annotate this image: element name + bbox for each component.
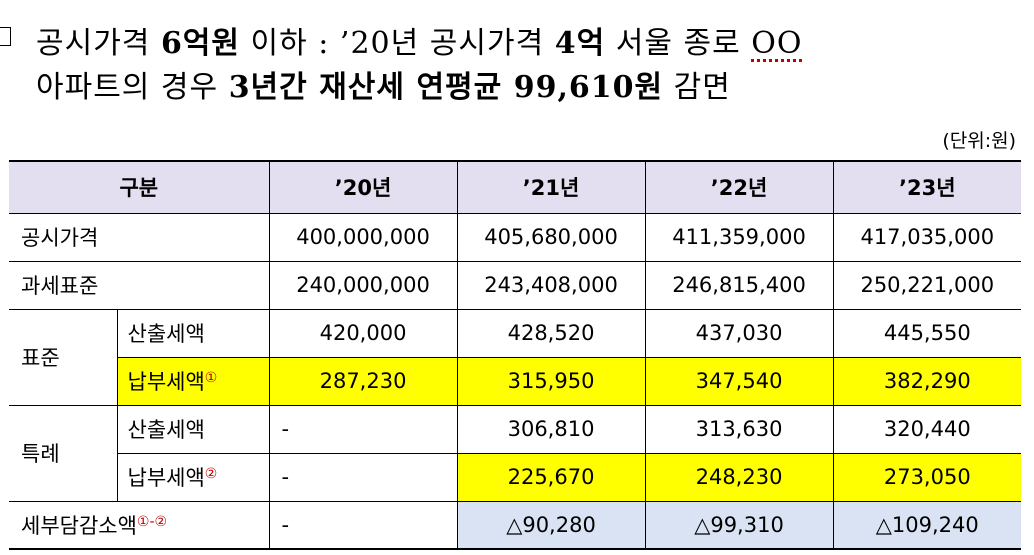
table-cell: 420,000 [268,308,458,358]
table-cell: △90,280 [456,500,646,550]
table-row: 납부세액① 287,230 315,950 347,540 382,290 [9,356,1022,406]
table-cell: 428,520 [456,308,646,358]
table-cell: 313,630 [644,404,834,454]
header-year: ’20년 [268,160,458,214]
heading-text: 서울 종로 [605,26,752,61]
table-cell: 445,550 [832,308,1022,358]
table-cell: 411,359,000 [644,212,834,262]
row-label-text: 납부세액 [127,370,205,394]
table-row: 특례 산출세액 - 306,810 313,630 320,440 [9,404,1022,502]
table-cell: △99,310 [644,500,834,550]
row-label: 세부담감소액①-② [9,500,270,550]
table-cell: 248,230 [644,452,834,502]
row-label: 산출세액 [116,308,270,358]
heading-bold-text: 4억 [554,26,606,61]
heading-bold-text: 3년간 재산세 연평균 99,610원 [228,70,664,105]
heading-text: 이하 : ’20년 공시가격 [240,26,555,61]
property-tax-table: 구분 ’20년 ’21년 ’22년 ’23년 공시가격 400,000,000 … [9,160,1022,550]
row-label: 과세표준 [9,260,270,310]
heading-text: 감면 [663,70,731,105]
group-label: 특례 [9,404,118,502]
table-cell: - [268,452,458,502]
table-cell: 417,035,000 [832,212,1022,262]
table-row: 과세표준 240,000,000 243,408,000 246,815,400… [9,260,1022,310]
table-row: 공시가격 400,000,000 405,680,000 411,359,000… [9,212,1022,262]
row-label-text: 세부담감소액 [21,513,137,538]
table-cell: 306,810 [456,404,646,454]
header-year: ’21년 [456,160,646,214]
table-row: 표준 산출세액 420,000 428,520 437,030 445,550 [9,308,1022,406]
table-cell: 250,221,000 [832,260,1022,310]
row-label-text: 납부세액 [127,466,205,490]
table-cell: 347,540 [644,356,834,406]
row-label: 납부세액① [117,356,270,406]
header-category: 구분 [9,160,270,214]
header-year: ’23년 [832,160,1022,214]
table-row: 세부담감소액①-② - △90,280 △99,310 △109,240 [9,500,1022,550]
table-cell: 315,950 [456,356,646,406]
row-label: 공시가격 [9,212,270,262]
unit-label: (단위:원) [942,130,1016,152]
footnote-mark: ① [204,370,218,386]
heading-placeholder-text: OO [751,26,803,61]
group-label: 표준 [9,308,118,406]
table-row: 납부세액② - 225,670 248,230 273,050 [9,452,1022,502]
table-cell: 400,000,000 [268,212,458,262]
table-cell: 287,230 [268,356,458,406]
header-row: 구분 ’20년 ’21년 ’22년 ’23년 [9,160,1022,214]
header-year: ’22년 [644,160,834,214]
table-cell: 273,050 [832,452,1022,502]
table-cell: 437,030 [644,308,834,358]
table-cell: - [268,500,458,550]
table-cell: 240,000,000 [268,260,458,310]
row-label: 납부세액② [117,452,270,502]
table-cell: 320,440 [832,404,1022,454]
table-cell: 246,815,400 [644,260,834,310]
heading-bold-text: 6억원 [160,26,241,61]
table-cell: 405,680,000 [456,212,646,262]
table-cell: - [268,404,458,454]
heading-line-1: 공시가격 6억원 이하 : ’20년 공시가격 4억 서울 종로 OO [36,18,802,62]
table-cell: 382,290 [832,356,1022,406]
checkbox-icon [0,27,11,46]
footnote-mark: ② [204,466,218,482]
row-label: 산출세액 [116,404,270,454]
table-cell: △109,240 [832,500,1022,550]
table-cell: 243,408,000 [456,260,646,310]
heading-text: 공시가격 [36,26,161,61]
footnote-mark: ①-② [136,513,168,530]
table-cell: 225,670 [456,452,646,502]
heading-line-2: 아파트의 경우 3년간 재산세 연평균 99,610원 감면 [36,62,731,106]
heading-text: 아파트의 경우 [36,70,229,105]
